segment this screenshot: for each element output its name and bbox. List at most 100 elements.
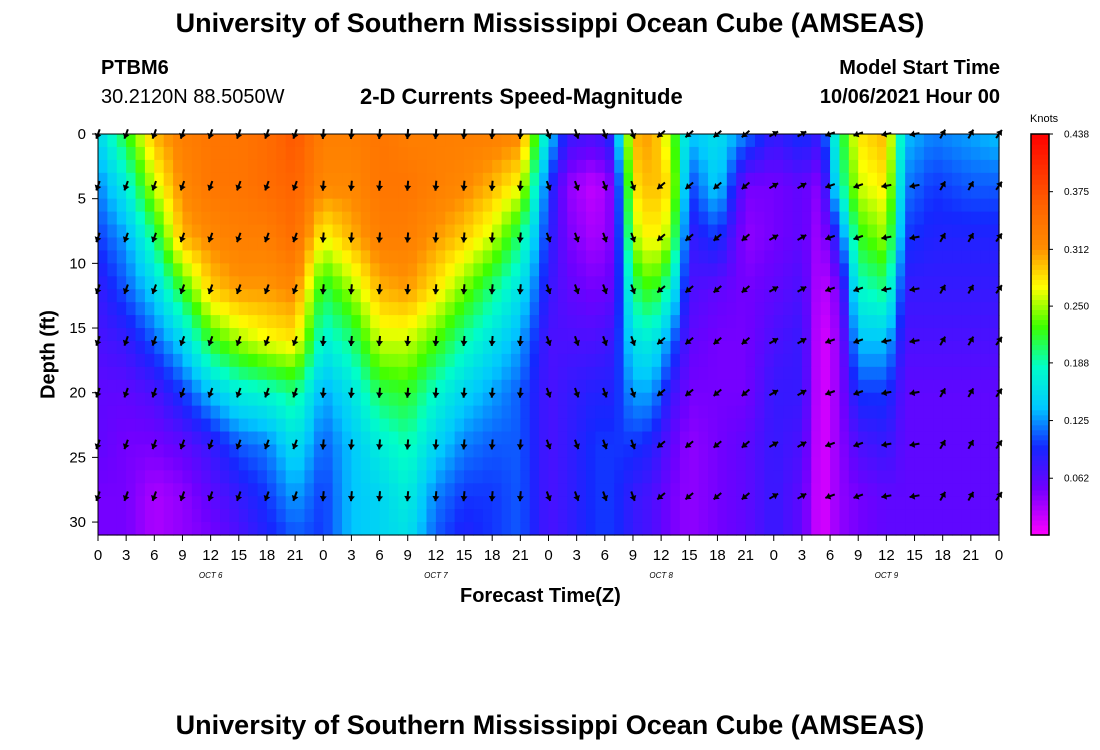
- heatmap-cell: [689, 224, 700, 239]
- heatmap-cell: [839, 353, 850, 368]
- heatmap-cell: [989, 315, 1000, 329]
- heatmap-cell: [529, 418, 540, 433]
- heatmap-cell: [370, 457, 381, 471]
- heatmap-cell: [651, 379, 662, 394]
- heatmap-cell: [586, 444, 597, 458]
- heatmap-cell: [726, 289, 737, 303]
- heatmap-cell: [848, 418, 859, 433]
- heatmap-cell: [285, 315, 296, 329]
- heatmap-cell: [492, 392, 503, 407]
- heatmap-cell: [398, 159, 409, 174]
- heatmap-cell: [501, 276, 512, 290]
- heatmap-cell: [360, 457, 371, 471]
- heatmap-cell: [445, 237, 456, 252]
- heatmap-cell: [238, 405, 249, 420]
- heatmap-cell: [492, 405, 503, 420]
- heatmap-cell: [726, 263, 737, 277]
- current-vector: [967, 232, 975, 243]
- heatmap-cell: [539, 444, 550, 458]
- heatmap-cell: [717, 146, 728, 161]
- heatmap-cell: [952, 159, 963, 174]
- heatmap-cell: [651, 146, 662, 161]
- heatmap-cell: [154, 250, 165, 264]
- heatmap-cell: [726, 431, 737, 446]
- heatmap-cell: [773, 289, 784, 303]
- heatmap-cell: [426, 405, 437, 420]
- current-vector: [404, 387, 412, 398]
- heatmap-cell: [285, 211, 296, 226]
- heatmap-cell: [313, 146, 324, 161]
- heatmap-cell: [248, 224, 259, 239]
- heatmap-cell: [370, 405, 381, 420]
- heatmap-cell: [201, 146, 212, 161]
- heatmap-cell: [154, 237, 165, 252]
- x-tick-label: 12: [202, 547, 219, 564]
- heatmap-cell: [914, 509, 925, 523]
- colorbar-segment: [1031, 284, 1049, 290]
- heatmap-cell: [407, 302, 418, 316]
- heatmap-cell: [773, 457, 784, 471]
- current-vector: [853, 441, 864, 448]
- heatmap-cell: [144, 509, 155, 523]
- heatmap-cell: [464, 237, 475, 252]
- heatmap-cell: [295, 405, 306, 420]
- current-vector: [488, 439, 496, 450]
- heatmap-cell: [980, 302, 991, 316]
- current-vector: [656, 181, 666, 190]
- heatmap-cell: [173, 418, 184, 433]
- heatmap-cell: [548, 366, 559, 381]
- heatmap-cell: [135, 146, 146, 161]
- heatmap-cell: [464, 353, 475, 368]
- heatmap-cell: [492, 289, 503, 303]
- heatmap-cell: [773, 340, 784, 355]
- heatmap-cell: [632, 224, 643, 239]
- heatmap-cell: [848, 340, 859, 355]
- heatmap-cell: [351, 185, 362, 200]
- heatmap-cell: [557, 418, 568, 433]
- heatmap-cell: [661, 315, 672, 329]
- heatmap-cell: [895, 159, 906, 174]
- heatmap-cell: [773, 146, 784, 161]
- y-tick-label: 30: [69, 514, 86, 531]
- heatmap-cell: [886, 224, 897, 239]
- heatmap-cell: [820, 289, 831, 303]
- heatmap-cell: [661, 457, 672, 471]
- x-tick-label: 3: [347, 547, 355, 564]
- heatmap-cell: [595, 185, 606, 200]
- heatmap-cell: [576, 315, 587, 329]
- heatmap-cell: [820, 224, 831, 239]
- heatmap-cell: [116, 366, 127, 381]
- heatmap-cell: [961, 444, 972, 458]
- heatmap-cell: [895, 172, 906, 187]
- heatmap-cell: [445, 328, 456, 342]
- heatmap-cell: [839, 211, 850, 226]
- heatmap-cell: [135, 496, 146, 510]
- current-vector: [432, 180, 440, 191]
- heatmap-cell: [876, 340, 887, 355]
- colorbar-segment: [1031, 429, 1049, 436]
- heatmap-cell: [201, 366, 212, 381]
- heatmap-cell: [783, 302, 794, 316]
- heatmap-cell: [586, 522, 597, 536]
- current-vector: [601, 232, 609, 243]
- heatmap-cell: [126, 276, 137, 290]
- heatmap-cell: [492, 457, 503, 471]
- heatmap-cell: [520, 146, 531, 161]
- heatmap-cell: [360, 392, 371, 407]
- heatmap-cell: [398, 379, 409, 394]
- heatmap-cell: [895, 509, 906, 523]
- colorbar-segment: [1031, 414, 1049, 421]
- heatmap-cell: [670, 276, 681, 290]
- heatmap-cell: [942, 315, 953, 329]
- x-tick-label: 6: [150, 547, 158, 564]
- heatmap-cell: [952, 340, 963, 355]
- heatmap-cell: [229, 276, 240, 290]
- heatmap-cell: [285, 405, 296, 420]
- heatmap-cell: [323, 405, 334, 420]
- heatmap-cell: [285, 392, 296, 407]
- heatmap-cell: [708, 444, 719, 458]
- heatmap-cell: [144, 444, 155, 458]
- current-vector: [460, 232, 468, 243]
- heatmap-cell: [820, 237, 831, 252]
- heatmap-cell: [811, 483, 822, 497]
